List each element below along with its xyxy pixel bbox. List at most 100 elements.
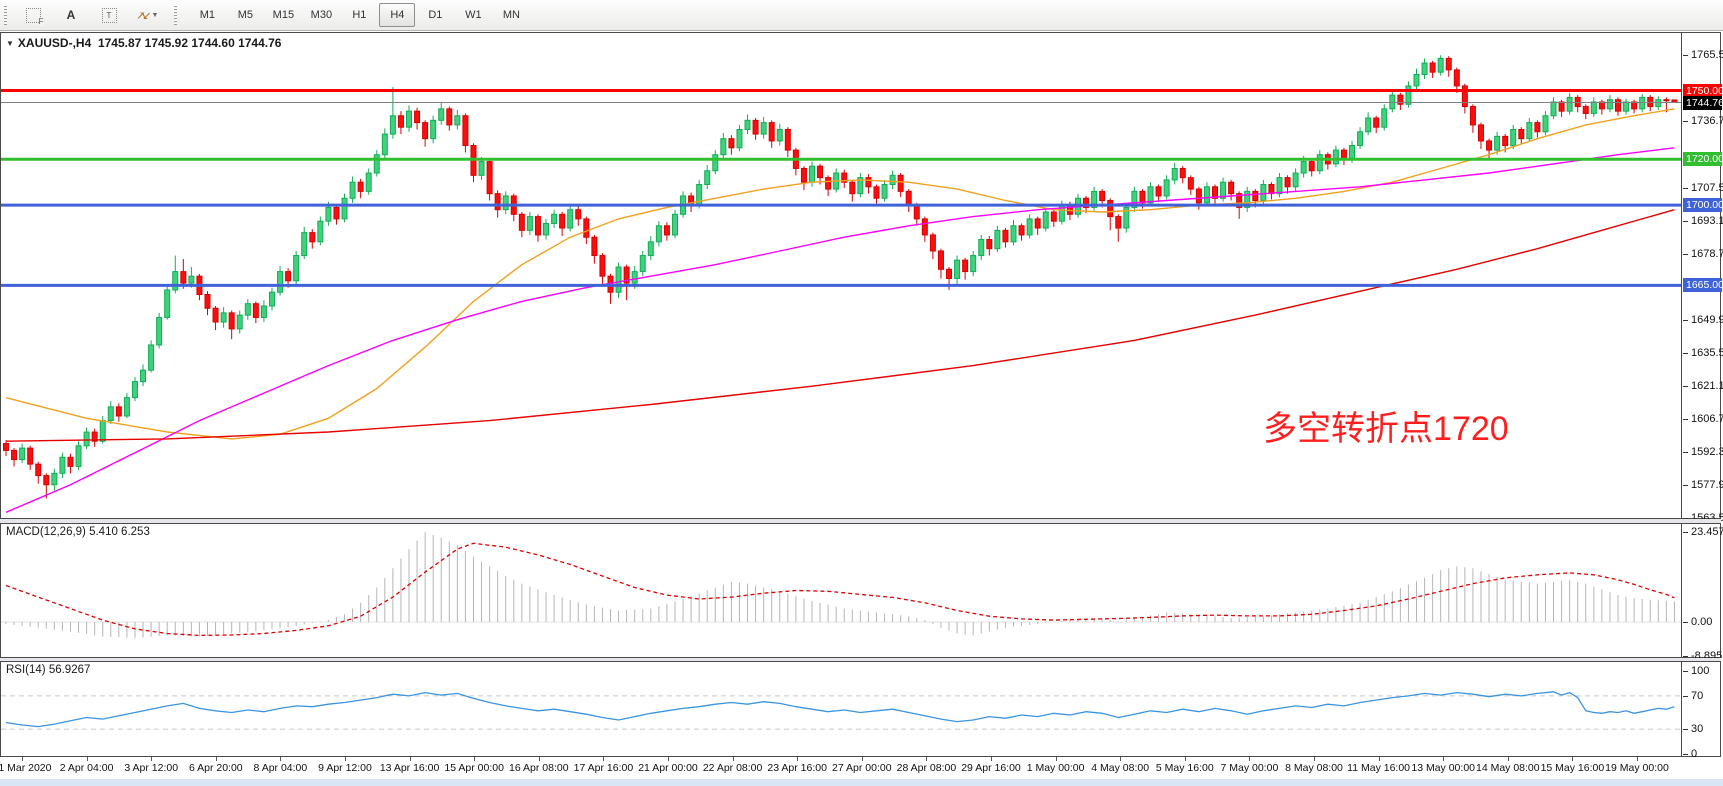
date-tick-mark	[991, 757, 992, 761]
text-label-tool-button[interactable]: T	[91, 3, 127, 27]
text-label-tool-icon: T	[101, 7, 117, 23]
date-tick-mark	[1572, 757, 1574, 761]
price-tick-mark	[1683, 121, 1688, 122]
price-tick-mark	[1683, 451, 1688, 453]
toolbar-drag-grip[interactable]	[4, 5, 10, 25]
date-tick-label: 6 Apr 20:00	[188, 762, 243, 774]
date-tick-mark	[603, 757, 605, 761]
macd-indicator-panel[interactable]: MACD(12,26,9) 5.410 6.253 23.457 0.00 -8.8…	[0, 523, 1723, 662]
date-tick-mark	[861, 757, 863, 761]
macd-tick-mark	[1683, 531, 1688, 533]
timeframe-button-m1[interactable]: M1	[199, 9, 216, 21]
chart-grid-f-tool-button[interactable]: F	[15, 3, 51, 27]
rsi-tick-mark	[1683, 729, 1688, 731]
date-tick-mark	[151, 757, 153, 761]
date-tick-label: 14 May 08:00	[1475, 762, 1540, 774]
chart-grid-f-tool-icon: F	[25, 7, 44, 26]
rsi-line	[5, 691, 1675, 728]
timeframe-button-m15[interactable]: M15	[272, 9, 295, 21]
timeframe-button-h1[interactable]: H1	[352, 9, 367, 21]
arrow-objects-tool-button[interactable]: ↗↙ ▼	[129, 3, 165, 27]
rsi-axis-divider	[1681, 662, 1682, 756]
timeframe-button-h4[interactable]: H4	[379, 3, 416, 27]
panel-splitter[interactable]	[0, 658, 1721, 661]
rsi-indicator-panel[interactable]: RSI(14) 56.9267 100 70 30 0	[0, 661, 1721, 760]
chart-title-collapse-icon[interactable]: ▼	[6, 39, 14, 48]
price-chart-panel[interactable]: ▼ XAUUSD-,H4 1745.87 1745.92 1744.60 1744…	[0, 32, 1723, 524]
date-tick-mark	[1055, 757, 1057, 761]
font-tool-button[interactable]: A	[53, 3, 89, 27]
window-bottom-strip	[0, 779, 1723, 786]
date-tick-mark	[538, 757, 540, 761]
macd-tick-label: 0.00	[1691, 616, 1713, 628]
date-tick-mark	[1249, 757, 1251, 761]
date-tick-mark	[22, 757, 23, 761]
date-tick-label: 9 Apr 12:00	[318, 762, 372, 774]
date-tick-mark	[86, 757, 88, 761]
arrow-objects-tool-dropdown-icon: ▼	[151, 11, 159, 19]
rsi-chart-canvas[interactable]	[1, 662, 1681, 756]
macd-tick-mark	[1683, 622, 1688, 623]
date-tick-mark	[409, 757, 411, 761]
date-tick-mark	[1443, 757, 1445, 761]
price-tick-label: 1621.10	[1691, 379, 1723, 392]
arrow-objects-tool-icon: ↗↙	[136, 9, 152, 22]
panel-splitter[interactable]	[0, 519, 1721, 523]
timeframe-button-group: M1 M5 M15 M30 H1 H4 D1 W1 MN	[188, 3, 530, 27]
current-bar-ohlc: 1745.87 1745.92 1744.60 1744.76	[97, 36, 282, 50]
date-tick-label: 28 Apr 08:00	[896, 762, 957, 774]
rsi-tick-label: 30	[1691, 723, 1704, 736]
price-tick-label: 1635.50	[1691, 346, 1723, 359]
timeframe-button-w1[interactable]: W1	[465, 9, 482, 21]
macd-chart-canvas[interactable]	[1, 524, 1681, 657]
timeframe-button-mn[interactable]: MN	[502, 9, 520, 21]
chart-annotation-text: 多空转折点1720	[1263, 410, 1509, 448]
date-tick-label: 5 May 16:00	[1155, 762, 1214, 774]
price-tick-label: 1577.90	[1691, 478, 1723, 491]
rsi-tick-label: 70	[1691, 689, 1704, 702]
date-tick-label: 31 Mar 2020	[0, 762, 52, 774]
rsi-tick-mark	[1683, 754, 1688, 755]
date-tick-label: 3 Apr 12:00	[124, 762, 179, 774]
date-tick-label: 23 Apr 16:00	[767, 762, 827, 774]
date-tick-mark	[1184, 757, 1186, 761]
date-tick-mark	[1120, 757, 1122, 761]
date-tick-label: 19 May 00:00	[1605, 762, 1669, 774]
timeframe-button-m5[interactable]: M5	[237, 9, 254, 21]
date-tick-label: 16 Apr 08:00	[509, 762, 569, 774]
date-tick-mark	[1314, 757, 1315, 761]
date-tick-mark	[797, 757, 799, 761]
price-tick-label: 1606.70	[1691, 412, 1723, 425]
date-tick-mark	[926, 757, 928, 761]
date-tick-mark	[1637, 757, 1638, 761]
date-tick-mark	[474, 757, 476, 761]
rsi-tick-mark	[1683, 671, 1688, 672]
price-tick-mark	[1683, 220, 1688, 222]
timeframe-button-d1[interactable]: D1	[428, 9, 443, 21]
date-tick-mark	[1507, 757, 1509, 761]
price-tick-mark	[1683, 253, 1688, 255]
price-tick-mark	[1683, 319, 1688, 321]
price-axis-divider	[1681, 33, 1682, 518]
date-axis[interactable]: 31 Mar 2020 2 Apr 04:00 3 Apr 12:00 6 Apr 2…	[0, 757, 1721, 779]
price-tick-label: 1693.10	[1691, 214, 1723, 227]
price-tick-label: 1736.70	[1691, 115, 1723, 127]
date-tick-label: 8 Apr 04:00	[253, 762, 308, 774]
date-tick-mark	[215, 757, 217, 761]
date-tick-label: 7 May 00:00	[1220, 762, 1279, 774]
price-tick-label: 1678.70	[1691, 247, 1723, 260]
price-tick-mark	[1683, 385, 1688, 387]
date-tick-label: 2 Apr 04:00	[59, 762, 114, 774]
level-price-label-1700.00: 1700.00	[1683, 198, 1723, 213]
chart-toolbar: F A T ↗↙ ▼ M1 M5 M15 M30 H1 H4 D1 W1 MN	[0, 0, 1723, 31]
toolbar-separator-grip[interactable]	[174, 5, 181, 25]
date-tick-mark	[345, 757, 346, 761]
timeframe-button-m30[interactable]: M30	[310, 9, 333, 21]
date-tick-mark	[1378, 757, 1380, 761]
candlestick-chart-canvas[interactable]	[1, 33, 1681, 518]
date-tick-label: 27 Apr 00:00	[832, 762, 892, 774]
price-tick-label: 1707.50	[1691, 181, 1723, 194]
date-tick-mark	[280, 757, 282, 761]
bid-price-label: 1744.76	[1683, 95, 1723, 110]
